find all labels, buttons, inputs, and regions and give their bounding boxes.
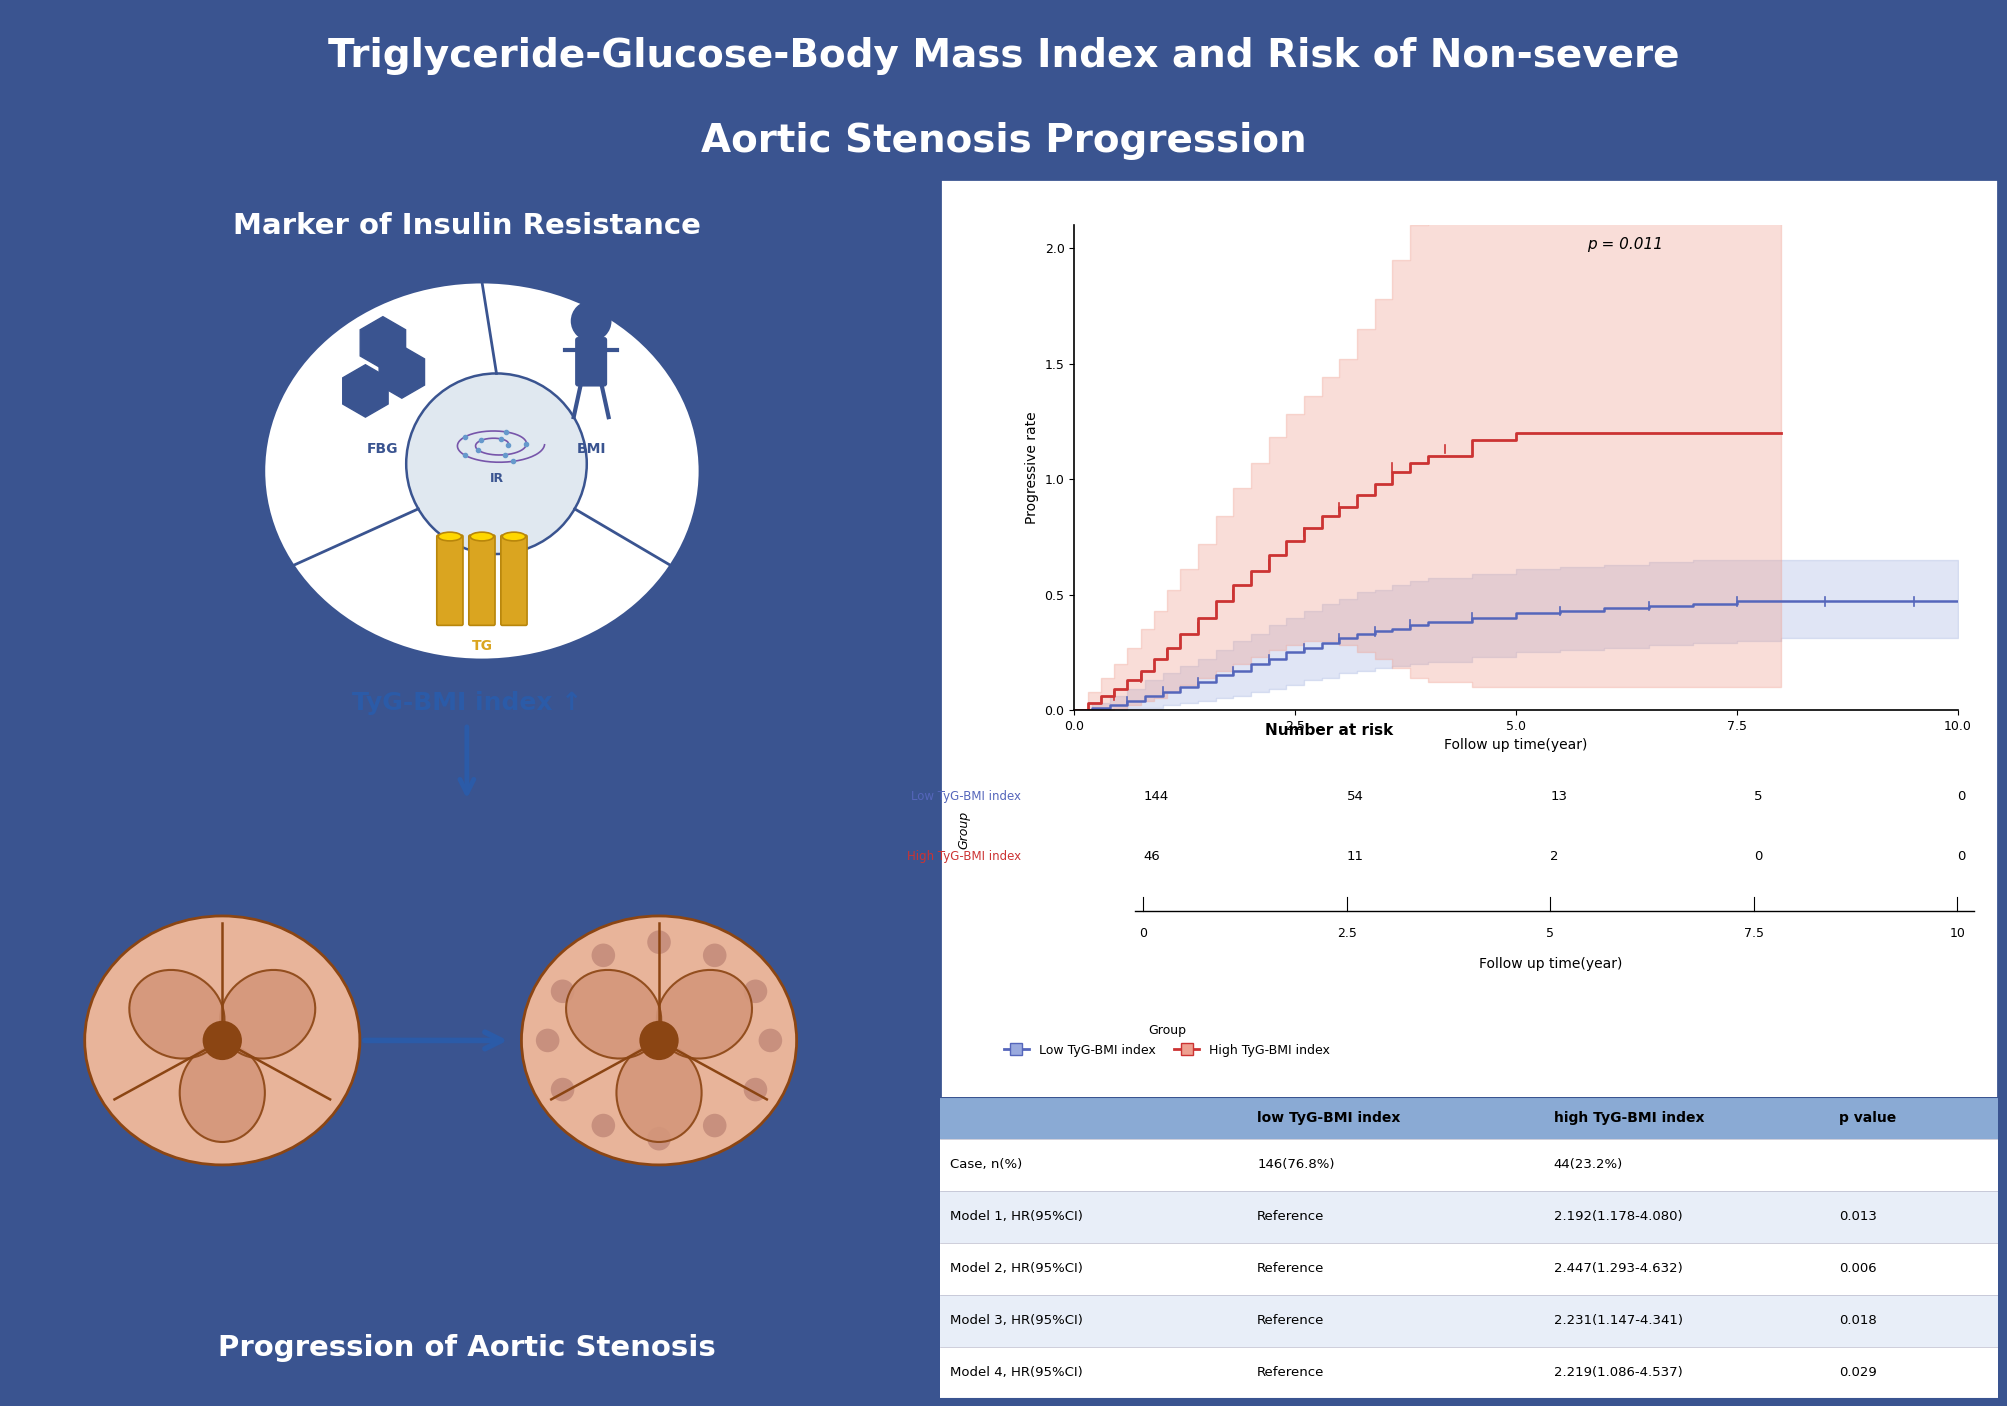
Text: 11: 11 bbox=[1347, 851, 1363, 863]
Ellipse shape bbox=[502, 533, 526, 541]
Text: Reference: Reference bbox=[1256, 1211, 1325, 1223]
Text: p value: p value bbox=[1838, 1111, 1895, 1125]
Text: Model 1, HR(95%CI): Model 1, HR(95%CI) bbox=[949, 1211, 1082, 1223]
Text: 2: 2 bbox=[1549, 851, 1557, 863]
Text: High TyG-BMI index: High TyG-BMI index bbox=[907, 851, 1022, 863]
Ellipse shape bbox=[179, 1043, 265, 1142]
Ellipse shape bbox=[566, 970, 660, 1059]
Circle shape bbox=[646, 1128, 670, 1150]
Legend: Low TyG-BMI index, High TyG-BMI index: Low TyG-BMI index, High TyG-BMI index bbox=[997, 1019, 1335, 1062]
Circle shape bbox=[592, 1114, 614, 1137]
Text: Group: Group bbox=[957, 811, 969, 849]
FancyBboxPatch shape bbox=[939, 1097, 1997, 1139]
Text: 0.018: 0.018 bbox=[1838, 1315, 1877, 1327]
Text: high TyG-BMI index: high TyG-BMI index bbox=[1553, 1111, 1704, 1125]
Text: 13: 13 bbox=[1549, 790, 1567, 803]
FancyBboxPatch shape bbox=[939, 1139, 1997, 1191]
Circle shape bbox=[702, 943, 727, 967]
Circle shape bbox=[743, 1078, 767, 1101]
Ellipse shape bbox=[656, 970, 751, 1059]
Text: 146(76.8%): 146(76.8%) bbox=[1256, 1159, 1335, 1171]
Text: 5: 5 bbox=[1752, 790, 1762, 803]
Text: IR: IR bbox=[490, 472, 504, 485]
Text: Reference: Reference bbox=[1256, 1367, 1325, 1379]
FancyBboxPatch shape bbox=[468, 536, 496, 626]
Text: Reference: Reference bbox=[1256, 1263, 1325, 1275]
Circle shape bbox=[702, 1114, 727, 1137]
Text: 0: 0 bbox=[1957, 851, 1965, 863]
Ellipse shape bbox=[221, 970, 315, 1059]
FancyBboxPatch shape bbox=[939, 1191, 1997, 1243]
Text: Model 4, HR(95%CI): Model 4, HR(95%CI) bbox=[949, 1367, 1082, 1379]
Circle shape bbox=[203, 1021, 241, 1060]
Text: 0: 0 bbox=[1752, 851, 1762, 863]
Text: Model 2, HR(95%CI): Model 2, HR(95%CI) bbox=[949, 1263, 1082, 1275]
Text: 2.192(1.178-4.080): 2.192(1.178-4.080) bbox=[1553, 1211, 1682, 1223]
FancyBboxPatch shape bbox=[939, 1347, 1997, 1399]
Circle shape bbox=[743, 980, 767, 1002]
Y-axis label: Progressive rate: Progressive rate bbox=[1024, 411, 1038, 524]
Text: 54: 54 bbox=[1347, 790, 1363, 803]
Text: FBG: FBG bbox=[367, 441, 399, 456]
Text: 0.029: 0.029 bbox=[1838, 1367, 1877, 1379]
FancyBboxPatch shape bbox=[574, 337, 606, 387]
Text: 0: 0 bbox=[1138, 928, 1146, 941]
Circle shape bbox=[405, 374, 586, 554]
Text: 44(23.2%): 44(23.2%) bbox=[1553, 1159, 1622, 1171]
Text: TG: TG bbox=[472, 638, 492, 652]
Circle shape bbox=[550, 980, 574, 1002]
FancyBboxPatch shape bbox=[939, 1295, 1997, 1347]
FancyBboxPatch shape bbox=[438, 536, 464, 626]
Ellipse shape bbox=[470, 533, 494, 541]
Text: Follow up time(year): Follow up time(year) bbox=[1477, 957, 1622, 972]
Text: 144: 144 bbox=[1142, 790, 1168, 803]
Text: 0: 0 bbox=[1957, 790, 1965, 803]
Text: BMI: BMI bbox=[576, 441, 606, 456]
Text: 2.231(1.147-4.341): 2.231(1.147-4.341) bbox=[1553, 1315, 1682, 1327]
X-axis label: Follow up time(year): Follow up time(year) bbox=[1443, 738, 1588, 752]
Ellipse shape bbox=[84, 915, 359, 1166]
Text: 46: 46 bbox=[1142, 851, 1160, 863]
Circle shape bbox=[759, 1029, 783, 1052]
Circle shape bbox=[638, 1021, 678, 1060]
FancyBboxPatch shape bbox=[939, 1243, 1997, 1295]
Text: 5: 5 bbox=[1545, 928, 1553, 941]
Circle shape bbox=[550, 1078, 574, 1101]
Text: Number at risk: Number at risk bbox=[1264, 723, 1393, 738]
Ellipse shape bbox=[128, 970, 225, 1059]
Ellipse shape bbox=[522, 915, 797, 1166]
Text: 2.5: 2.5 bbox=[1337, 928, 1357, 941]
FancyBboxPatch shape bbox=[500, 536, 526, 626]
Text: p = 0.011: p = 0.011 bbox=[1586, 236, 1662, 252]
Text: Model 3, HR(95%CI): Model 3, HR(95%CI) bbox=[949, 1315, 1082, 1327]
Text: Progression of Aortic Stenosis: Progression of Aortic Stenosis bbox=[219, 1334, 714, 1362]
Text: low TyG-BMI index: low TyG-BMI index bbox=[1256, 1111, 1401, 1125]
Text: Reference: Reference bbox=[1256, 1315, 1325, 1327]
Text: TyG-BMI index ↑: TyG-BMI index ↑ bbox=[351, 690, 582, 716]
Text: 2.447(1.293-4.632): 2.447(1.293-4.632) bbox=[1553, 1263, 1682, 1275]
Circle shape bbox=[570, 301, 612, 342]
Circle shape bbox=[592, 943, 614, 967]
Ellipse shape bbox=[438, 533, 462, 541]
Circle shape bbox=[536, 1029, 560, 1052]
Text: Triglyceride-Glucose-Body Mass Index and Risk of Non-severe: Triglyceride-Glucose-Body Mass Index and… bbox=[327, 37, 1680, 76]
Ellipse shape bbox=[616, 1043, 700, 1142]
Ellipse shape bbox=[263, 281, 700, 661]
Text: 2.219(1.086-4.537): 2.219(1.086-4.537) bbox=[1553, 1367, 1682, 1379]
Text: Marker of Insulin Resistance: Marker of Insulin Resistance bbox=[233, 212, 700, 240]
Circle shape bbox=[646, 931, 670, 953]
Text: 10: 10 bbox=[1949, 928, 1965, 941]
Text: Case, n(%): Case, n(%) bbox=[949, 1159, 1022, 1171]
Text: 7.5: 7.5 bbox=[1742, 928, 1762, 941]
Text: 0.013: 0.013 bbox=[1838, 1211, 1877, 1223]
Text: Low TyG-BMI index: Low TyG-BMI index bbox=[911, 790, 1022, 803]
Text: 0.006: 0.006 bbox=[1838, 1263, 1877, 1275]
Text: Aortic Stenosis Progression: Aortic Stenosis Progression bbox=[700, 121, 1307, 160]
